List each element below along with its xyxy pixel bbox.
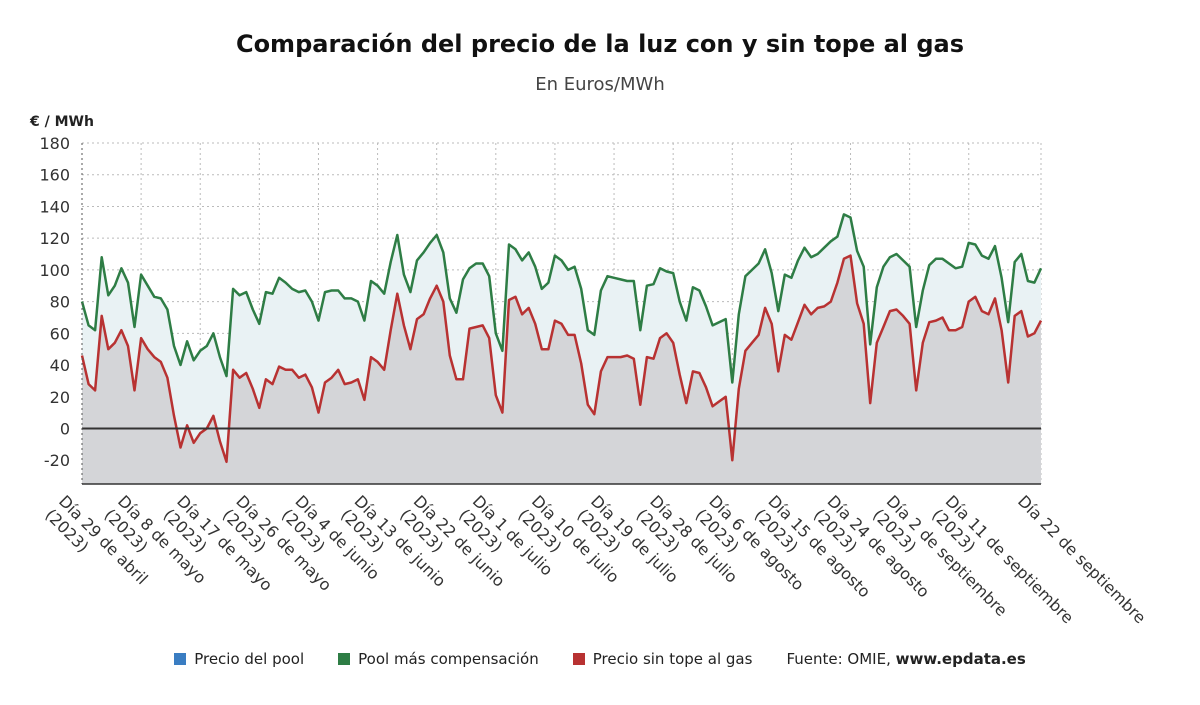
series-lines [80, 213, 1043, 464]
chart-subtitle: En Euros/MWh [535, 74, 665, 95]
legend: Precio del pool Pool más compensación Pr… [0, 650, 1200, 668]
y-tick-label: 0 [60, 419, 70, 438]
line-chart: 180 160 140 120 100 80 60 40 20 0 -20 Día 29 de ab… [39, 134, 1150, 628]
legend-item-pool-compensacion[interactable]: Pool más compensación [338, 650, 539, 668]
legend-swatch-pool [174, 653, 187, 665]
area-between-series [82, 214, 1041, 462]
y-axis-unit-label: € / MWh [30, 114, 94, 130]
area-under-red-series [82, 255, 1041, 484]
x-tick-labels: Día 29 de abril(2023) Día 8 de mayo(2023)… [41, 492, 1150, 628]
legend-item-sin-tope[interactable]: Precio sin tope al gas [572, 650, 753, 668]
y-tick-label: 160 [39, 166, 70, 185]
y-tick-label: 100 [39, 261, 70, 280]
legend-swatch-sin-tope [572, 653, 585, 665]
y-tick-label: -20 [44, 451, 70, 470]
legend-item-pool[interactable]: Precio del pool [174, 650, 304, 668]
y-tick-label: 20 [50, 388, 70, 407]
source-prefix: Fuente: OMIE, [786, 650, 896, 668]
axes [81, 143, 1041, 485]
source-site: www.epdata.es [895, 650, 1026, 668]
series-line-pool-mas-compensacion[interactable] [80, 213, 1043, 384]
chart-title: Comparación del precio de la luz con y s… [235, 30, 965, 58]
area-fills [82, 214, 1041, 484]
y-tick-label: 120 [39, 229, 70, 248]
x-tick-label: Día 22 de septiembre [1014, 492, 1150, 628]
legend-label-pool: Precio del pool [194, 650, 305, 668]
y-tick-label: 40 [50, 356, 70, 375]
y-tick-labels: 180 160 140 120 100 80 60 40 20 0 -20 [39, 134, 70, 470]
legend-swatch-pool-compensacion [338, 653, 351, 665]
y-tick-label: 80 [50, 293, 70, 312]
y-tick-label: 180 [39, 134, 70, 153]
y-tick-label: 140 [39, 197, 70, 216]
legend-label-pool-compensacion: Pool más compensación [358, 650, 539, 668]
legend-label-sin-tope: Precio sin tope al gas [592, 650, 753, 668]
source-note: Fuente: OMIE, www.epdata.es [786, 650, 1025, 668]
y-tick-label: 60 [50, 324, 70, 343]
series-line-precio-sin-tope[interactable] [80, 254, 1043, 464]
